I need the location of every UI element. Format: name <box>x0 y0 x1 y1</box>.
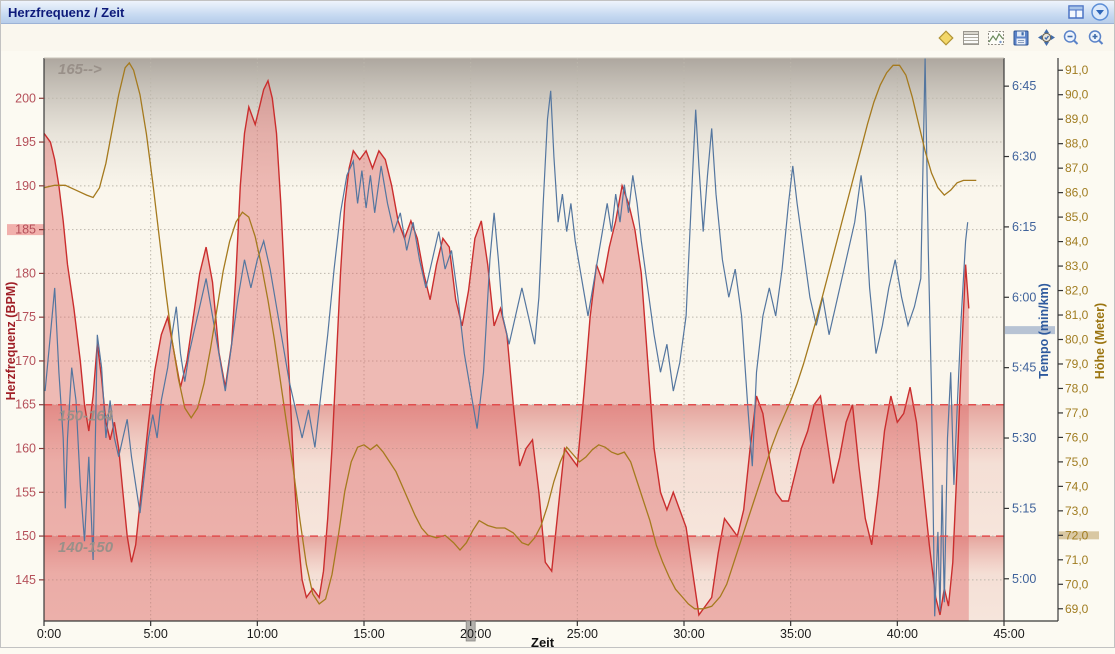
altitude-tick-label: 71,0 <box>1065 553 1089 567</box>
altitude-tick-label: 88,0 <box>1065 137 1089 151</box>
hr-tick-label: 170 <box>15 354 36 368</box>
altitude-tick-label: 76,0 <box>1065 430 1089 444</box>
time-tick-label: 35:00 <box>780 627 811 641</box>
pace-tick-label: 6:15 <box>1012 220 1036 234</box>
settings-gear-icon[interactable] <box>1036 28 1056 48</box>
altitude-tick-label: 78,0 <box>1065 381 1089 395</box>
altitude-tick-label: 83,0 <box>1065 259 1089 273</box>
altitude-line <box>44 61 977 610</box>
time-tick-label: 0:00 <box>37 627 61 641</box>
chart-canvas[interactable]: 165--> 150-164 140-150 145 150 155 160 165 170 17… <box>1 51 1115 650</box>
panel-title: Herzfrequenz / Zeit <box>8 4 125 20</box>
altitude-tick-label: 69,0 <box>1065 602 1089 616</box>
hr-tick-label: 185 <box>15 223 36 237</box>
collapse-panel-button[interactable] <box>1090 2 1110 22</box>
time-tick-label: 10:00 <box>247 627 278 641</box>
pace-tick-label: 5:45 <box>1012 361 1036 375</box>
pace-axis-title: Tempo (min/km) <box>1037 283 1051 379</box>
hr-zone-band <box>44 404 1004 537</box>
bookmark-diamond-icon[interactable] <box>936 28 956 48</box>
time-tick-label: 30:00 <box>673 627 704 641</box>
altitude-tick-label: 70,0 <box>1065 577 1089 591</box>
pace-tick-label: 6:30 <box>1012 150 1036 164</box>
pace-tick-label: 5:30 <box>1012 431 1036 445</box>
altitude-tick-label: 73,0 <box>1065 504 1089 518</box>
data-table-icon[interactable] <box>961 28 981 48</box>
altitude-axis-title: Höhe (Meter) <box>1093 303 1107 379</box>
hr-tick-label: 175 <box>15 310 36 324</box>
hr-axis-title: Herzfrequenz (BPM) <box>4 282 18 401</box>
zoom-out-icon[interactable] <box>1061 28 1081 48</box>
altitude-tick-label: 90,0 <box>1065 88 1089 102</box>
hr-tick-label: 195 <box>15 135 36 149</box>
hr-tick-label: 160 <box>15 442 36 456</box>
time-axis-title: Zeit <box>531 635 555 649</box>
time-tick-label: 5:00 <box>143 627 167 641</box>
save-icon[interactable] <box>1011 28 1031 48</box>
time-tick-label: 40:00 <box>887 627 918 641</box>
heartrate-area <box>44 80 969 621</box>
altitude-tick-label: 86,0 <box>1065 186 1089 200</box>
hr-zone-band <box>44 536 1004 621</box>
hr-tick-label: 150 <box>15 529 36 543</box>
chart-export-icon[interactable] <box>986 28 1006 48</box>
altitude-tick-label: 75,0 <box>1065 455 1089 469</box>
hr-tick-label: 155 <box>15 485 36 499</box>
avg-altitude-marker <box>1059 531 1099 540</box>
pace-tick-label: 6:45 <box>1012 79 1036 93</box>
time-tick-label: 25:00 <box>567 627 598 641</box>
hr-tick-label: 145 <box>15 573 36 587</box>
time-tick-label: 15:00 <box>353 627 384 641</box>
altitude-tick-label: 89,0 <box>1065 112 1089 126</box>
hr-tick-label: 180 <box>15 266 36 280</box>
zoom-in-icon[interactable] <box>1086 28 1106 48</box>
altitude-tick-label: 91,0 <box>1065 63 1089 77</box>
time-tick-label: 20:00 <box>460 627 491 641</box>
layout-icon[interactable] <box>1066 2 1086 22</box>
altitude-tick-label: 87,0 <box>1065 161 1089 175</box>
altitude-tick-label: 81,0 <box>1065 308 1089 322</box>
altitude-tick-label: 85,0 <box>1065 210 1089 224</box>
altitude-tick-label: 80,0 <box>1065 333 1089 347</box>
zone-label: 150-164 <box>58 408 114 425</box>
panel-titlebar: Herzfrequenz / Zeit <box>1 1 1114 24</box>
altitude-tick-label: 79,0 <box>1065 357 1089 371</box>
altitude-tick-label: 82,0 <box>1065 284 1089 298</box>
hr-tick-label: 165 <box>15 398 36 412</box>
hr-zone-band <box>44 58 1004 405</box>
hr-tick-label: 190 <box>15 179 36 193</box>
altitude-tick-label: 74,0 <box>1065 479 1089 493</box>
pace-tick-label: 6:00 <box>1012 290 1036 304</box>
chart-toolbar <box>1 24 1114 51</box>
time-tick-label: 45:00 <box>993 627 1024 641</box>
altitude-tick-label: 72,0 <box>1065 528 1089 542</box>
series-layer <box>44 58 977 621</box>
pace-tick-label: 5:00 <box>1012 572 1036 586</box>
zone-label: 140-150 <box>58 539 114 556</box>
altitude-tick-label: 77,0 <box>1065 406 1089 420</box>
zone-label: 165--> <box>58 61 102 78</box>
hr-tick-label: 200 <box>15 91 36 105</box>
avg-pace-marker <box>1005 326 1055 335</box>
pace-tick-label: 5:15 <box>1012 501 1036 515</box>
altitude-tick-label: 84,0 <box>1065 235 1089 249</box>
avg-heartrate-marker <box>7 224 44 236</box>
pace-line <box>44 58 969 617</box>
